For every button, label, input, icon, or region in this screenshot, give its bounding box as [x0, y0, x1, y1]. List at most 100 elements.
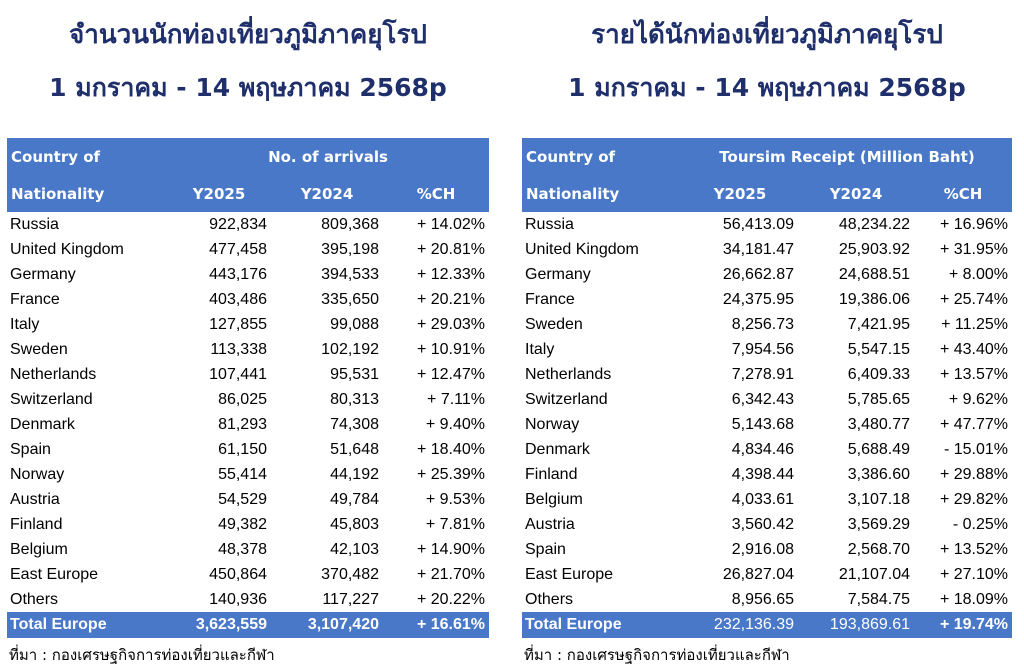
row-y2024: 3,569.29	[847, 515, 910, 533]
row-y2025: 5,143.68	[731, 415, 794, 433]
table-row: Russia 56,413.09 48,234.22 + 16.96%	[522, 212, 1012, 237]
row-ch: + 13.57%	[939, 365, 1008, 383]
row-y2024: 7,584.75	[847, 590, 910, 608]
row-y2025: 34,181.47	[722, 240, 794, 258]
row-y2024: 80,313	[330, 390, 379, 408]
row-country: East Europe	[525, 565, 614, 583]
row-country: France	[10, 290, 60, 308]
row-y2024: 395,198	[321, 240, 379, 258]
row-ch: + 10.91%	[416, 340, 486, 358]
row-y2024: 3,386.60	[847, 465, 910, 483]
row-country: Italy	[525, 340, 555, 358]
table-row: Netherlands 7,278.91 6,409.33 + 13.57%	[522, 362, 1012, 387]
total-y2025: 232,136.39	[682, 612, 798, 638]
row-country: Sweden	[525, 315, 583, 333]
row-country: Russia	[525, 215, 574, 233]
row-y2024: 21,107.04	[838, 565, 910, 583]
row-y2024: 370,482	[321, 565, 379, 583]
row-y2024: 5,688.49	[847, 440, 910, 458]
table-row: Belgium 48,378 42,103 + 14.90%	[7, 537, 489, 562]
row-country: France	[525, 290, 575, 308]
row-y2025: 107,441	[209, 365, 267, 383]
table-row: Sweden 8,256.73 7,421.95 + 11.25%	[522, 312, 1012, 337]
row-y2025: 49,382	[218, 515, 267, 533]
table-row: Switzerland 86,025 80,313 + 7.11%	[7, 387, 489, 412]
row-y2025: 81,293	[218, 415, 267, 433]
table-row: East Europe 450,864 370,482 + 21.70%	[7, 562, 489, 587]
row-ch: + 27.10%	[939, 565, 1008, 583]
row-y2025: 26,827.04	[722, 565, 794, 583]
row-y2025: 3,560.42	[731, 515, 794, 533]
header-country-line1: Country of	[7, 138, 167, 175]
row-ch: + 11.25%	[941, 315, 1008, 333]
row-y2025: 922,834	[209, 215, 267, 233]
row-ch: + 18.40%	[416, 440, 486, 458]
row-ch: + 21.70%	[416, 565, 486, 583]
row-country: Denmark	[10, 415, 75, 433]
row-y2024: 95,531	[330, 365, 379, 383]
row-y2024: 24,688.51	[838, 265, 910, 283]
table-row: Netherlands 107,441 95,531 + 12.47%	[7, 362, 489, 387]
row-ch: + 29.82%	[939, 490, 1008, 508]
header-ch: %CH	[914, 175, 1012, 212]
table-row: Germany 26,662.87 24,688.51 + 8.00%	[522, 262, 1012, 287]
row-ch: + 14.90%	[416, 540, 486, 558]
row-y2024: 74,308	[330, 415, 379, 433]
row-y2025: 86,025	[218, 390, 267, 408]
row-y2024: 45,803	[330, 515, 379, 533]
row-ch: + 20.22%	[416, 590, 486, 608]
row-country: United Kingdom	[525, 240, 639, 258]
header-country-line2: Nationality	[7, 175, 167, 212]
row-y2024: 51,648	[330, 440, 379, 458]
row-country: Switzerland	[525, 390, 608, 408]
table-row: Spain 61,150 51,648 + 18.40%	[7, 437, 489, 462]
header-y2025: Y2025	[167, 175, 271, 212]
row-y2024: 19,386.06	[838, 290, 910, 308]
row-country: Austria	[525, 515, 575, 533]
row-country: Italy	[10, 315, 40, 333]
row-ch: + 31.95%	[939, 240, 1008, 258]
row-country: Belgium	[525, 490, 583, 508]
row-country: Russia	[10, 215, 59, 233]
row-y2025: 55,414	[218, 465, 267, 483]
total-y2025: 3,623,559	[167, 612, 271, 638]
receipts-subtitle: 1 มกราคม - 14 พฤษภาคม 2568p	[568, 73, 966, 102]
row-y2024: 49,784	[330, 490, 379, 508]
row-ch: + 18.09%	[939, 590, 1008, 608]
header-country-line2: Nationality	[522, 175, 682, 212]
header-country-line1: Country of	[522, 138, 682, 175]
arrivals-subtitle: 1 มกราคม - 14 พฤษภาคม 2568p	[49, 73, 447, 102]
total-y2024: 193,869.61	[798, 612, 914, 638]
row-country: Norway	[525, 415, 580, 433]
row-ch: + 14.02%	[416, 215, 486, 233]
row-y2024: 44,192	[330, 465, 379, 483]
table-row: Belgium 4,033.61 3,107.18 + 29.82%	[522, 487, 1012, 512]
total-row: Total Europe 3,623,559 3,107,420 + 16.61…	[7, 612, 490, 638]
table-row: Finland 4,398.44 3,386.60 + 29.88%	[522, 462, 1012, 487]
table-row: Denmark 81,293 74,308 + 9.40%	[7, 412, 489, 437]
row-country: Spain	[10, 440, 51, 458]
row-country: Others	[10, 590, 59, 608]
row-country: East Europe	[10, 565, 99, 583]
header-group: No. of arrivals	[167, 138, 490, 175]
row-y2025: 140,936	[209, 590, 267, 608]
table-row: Italy 127,855 99,088 + 29.03%	[7, 312, 489, 337]
row-ch: + 9.62%	[948, 390, 1008, 408]
row-y2025: 477,458	[209, 240, 267, 258]
row-y2024: 3,480.77	[847, 415, 910, 433]
table-row: Spain 2,916.08 2,568.70 + 13.52%	[522, 537, 1012, 562]
row-ch: + 20.21%	[416, 290, 486, 308]
total-ch: + 16.61%	[383, 612, 490, 638]
row-country: Netherlands	[525, 365, 612, 383]
table-row: Italy 7,954.56 5,547.15 + 43.40%	[522, 337, 1012, 362]
row-y2024: 3,107.18	[847, 490, 910, 508]
row-y2025: 4,834.46	[731, 440, 794, 458]
header-y2024: Y2024	[271, 175, 383, 212]
row-y2025: 4,033.61	[731, 490, 794, 508]
row-ch: - 0.25%	[952, 515, 1008, 533]
total-row: Total Europe 232,136.39 193,869.61 + 19.…	[522, 612, 1012, 638]
row-y2025: 26,662.87	[722, 265, 794, 283]
row-country: Netherlands	[10, 365, 97, 383]
total-y2024: 3,107,420	[271, 612, 383, 638]
table-row: Norway 5,143.68 3,480.77 + 47.77%	[522, 412, 1012, 437]
